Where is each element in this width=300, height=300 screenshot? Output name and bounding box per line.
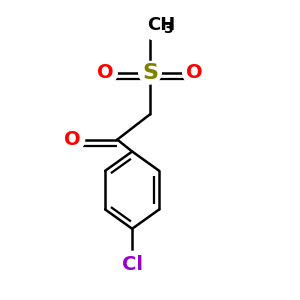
Circle shape [141,10,171,40]
Text: 3: 3 [164,22,173,36]
Text: Cl: Cl [122,255,143,274]
Text: O: O [186,63,203,82]
Text: S: S [142,63,158,83]
Text: O: O [97,63,114,82]
Circle shape [61,128,85,152]
Text: CH: CH [147,16,175,34]
Circle shape [139,61,161,84]
Text: O: O [64,130,81,149]
Circle shape [119,251,145,278]
Circle shape [94,61,117,85]
Circle shape [183,61,206,85]
